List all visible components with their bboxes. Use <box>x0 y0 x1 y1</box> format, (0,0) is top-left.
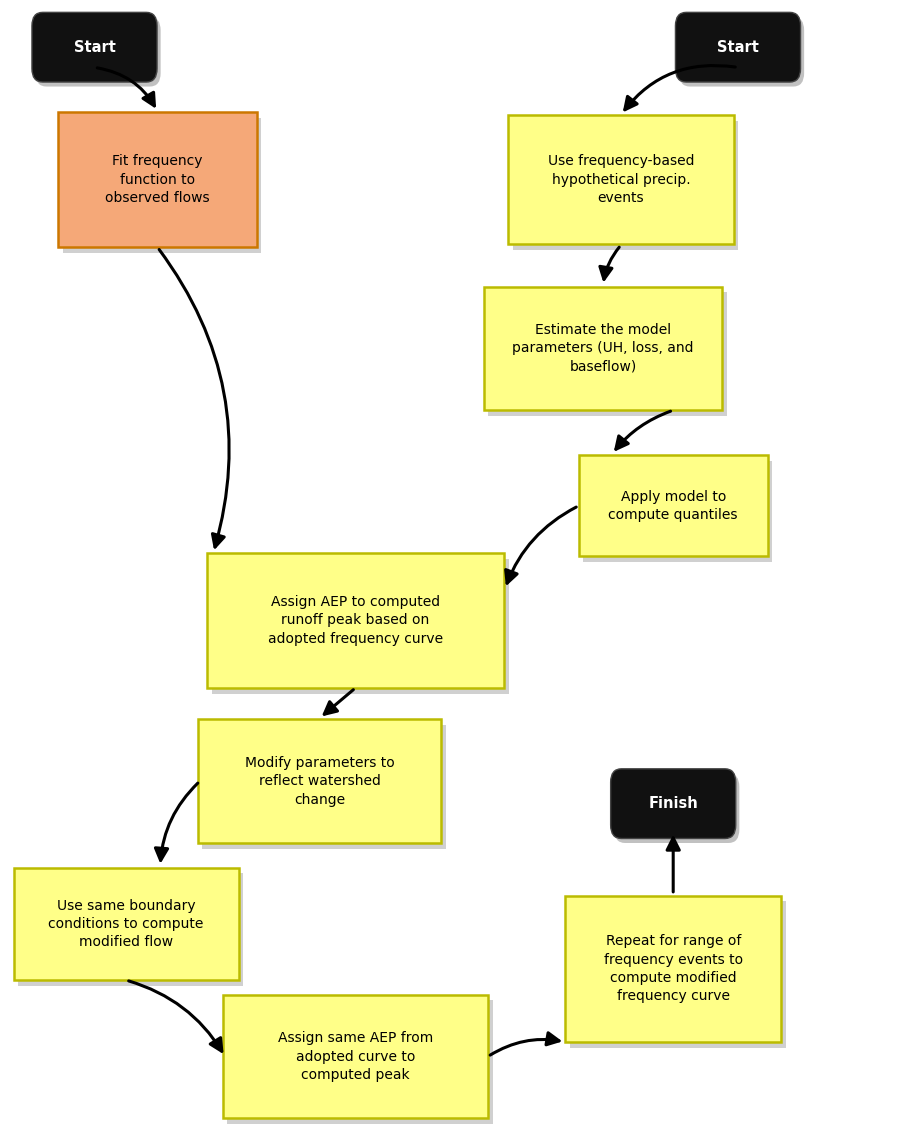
FancyBboxPatch shape <box>508 116 734 245</box>
FancyBboxPatch shape <box>35 17 161 87</box>
FancyBboxPatch shape <box>484 287 723 410</box>
Text: Estimate the model
parameters (UH, loss, and
baseflow): Estimate the model parameters (UH, loss,… <box>512 323 694 374</box>
FancyBboxPatch shape <box>32 12 157 82</box>
Text: Start: Start <box>717 39 759 55</box>
FancyBboxPatch shape <box>63 118 261 253</box>
Text: Fit frequency
function to
observed flows: Fit frequency function to observed flows <box>105 154 210 206</box>
FancyBboxPatch shape <box>579 455 768 556</box>
FancyBboxPatch shape <box>212 559 508 694</box>
FancyBboxPatch shape <box>202 725 446 849</box>
FancyBboxPatch shape <box>489 292 727 416</box>
FancyBboxPatch shape <box>18 873 243 986</box>
FancyBboxPatch shape <box>679 17 805 87</box>
Text: Modify parameters to
reflect watershed
change: Modify parameters to reflect watershed c… <box>245 755 394 807</box>
Text: Use same boundary
conditions to compute
modified flow: Use same boundary conditions to compute … <box>49 898 203 950</box>
FancyBboxPatch shape <box>614 773 740 843</box>
FancyBboxPatch shape <box>198 719 441 843</box>
FancyBboxPatch shape <box>223 995 488 1118</box>
Text: Assign AEP to computed
runoff peak based on
adopted frequency curve: Assign AEP to computed runoff peak based… <box>268 595 443 646</box>
FancyBboxPatch shape <box>565 896 781 1042</box>
Text: Assign same AEP from
adopted curve to
computed peak: Assign same AEP from adopted curve to co… <box>278 1031 433 1082</box>
FancyBboxPatch shape <box>675 12 801 82</box>
FancyBboxPatch shape <box>227 1000 493 1124</box>
FancyBboxPatch shape <box>610 769 736 839</box>
FancyBboxPatch shape <box>570 901 786 1048</box>
Text: Start: Start <box>74 39 115 55</box>
FancyBboxPatch shape <box>14 868 238 980</box>
FancyBboxPatch shape <box>583 461 772 562</box>
Text: Use frequency-based
hypothetical precip.
events: Use frequency-based hypothetical precip.… <box>548 154 694 206</box>
Text: Finish: Finish <box>648 796 698 812</box>
FancyBboxPatch shape <box>58 112 256 247</box>
FancyBboxPatch shape <box>513 121 738 251</box>
FancyBboxPatch shape <box>207 553 504 688</box>
Text: Repeat for range of
frequency events to
compute modified
frequency curve: Repeat for range of frequency events to … <box>604 934 742 1004</box>
Text: Apply model to
compute quantiles: Apply model to compute quantiles <box>608 490 738 522</box>
